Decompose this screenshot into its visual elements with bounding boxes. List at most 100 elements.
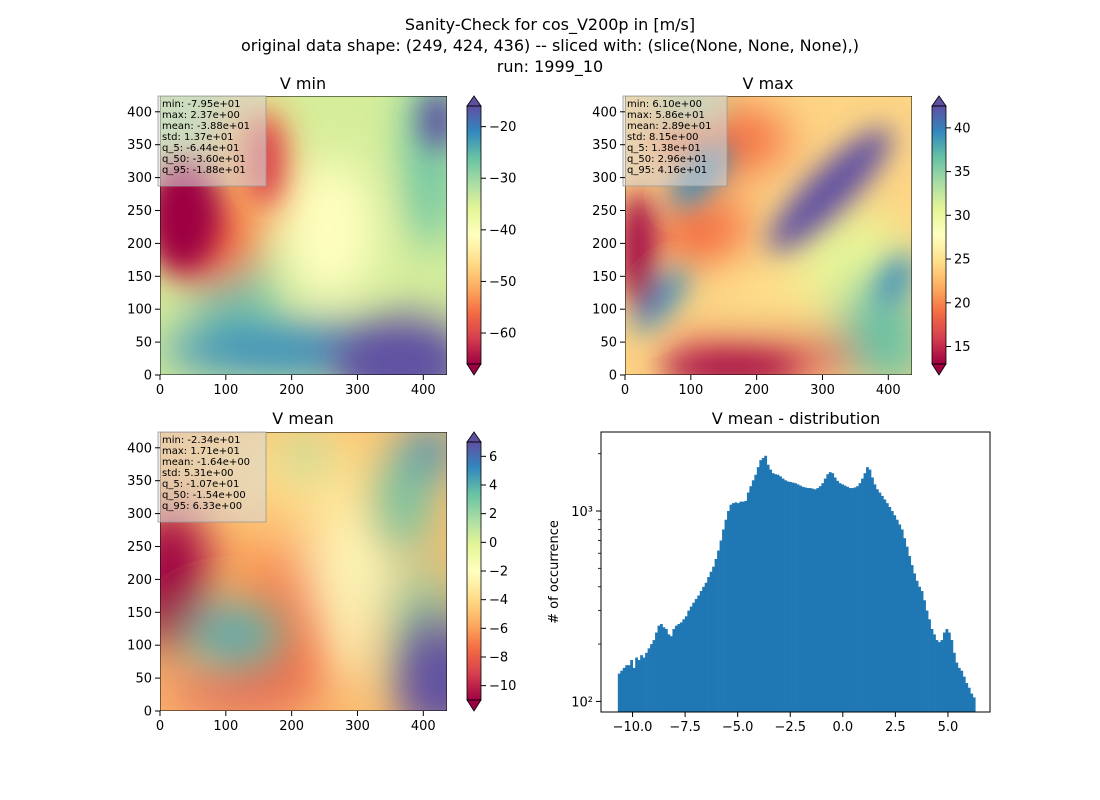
histogram-bar	[831, 473, 835, 712]
x-tick-label: 0	[156, 719, 164, 734]
stats-box: min: -2.34e+01 max: 1.71e+01 mean: -1.64…	[157, 431, 267, 523]
histogram-bar	[801, 486, 805, 712]
stat-line: mean: -3.88e+01	[162, 121, 250, 132]
y-tick-label: 350	[592, 138, 617, 153]
y-tick-label: 250	[127, 204, 152, 219]
x-tick-label: 400	[876, 383, 901, 398]
stat-line: q_95: 4.16e+01	[627, 165, 707, 176]
histogram-bar	[923, 600, 926, 712]
x-tick-label: −10.0	[613, 720, 653, 735]
y-tick-label: 300	[127, 507, 152, 522]
histogram-bars	[617, 455, 976, 712]
histogram-bar	[967, 687, 971, 712]
histogram-bar	[903, 538, 907, 712]
stat-line: q_50: 2.96e+01	[627, 154, 707, 165]
y-tick-label: 200	[592, 237, 617, 252]
histogram-bar	[630, 660, 634, 712]
histogram-bar	[669, 636, 673, 712]
y-tick-label: 200	[127, 237, 152, 252]
histogram-bar	[888, 506, 892, 712]
histogram-bar	[687, 610, 691, 712]
histogram-bar	[776, 474, 780, 712]
y-tick-label: 150	[592, 270, 617, 285]
histogram-bar	[635, 657, 638, 712]
x-tick-label: 300	[810, 383, 835, 398]
stat-line: q_95: 6.33e+00	[162, 501, 242, 512]
stats-box: min: -7.95e+01 max: 2.37e+00 mean: -3.88…	[157, 95, 267, 187]
x-tick-label: −5.0	[722, 720, 754, 735]
x-tick-label: 0.0	[832, 720, 853, 735]
histogram-bar	[652, 640, 656, 712]
y-axis: 0 50 100 150 200 250 300 350 400	[592, 105, 625, 384]
histogram-bar	[625, 665, 629, 712]
y-tick-label: 250	[592, 204, 617, 219]
histogram-bar	[722, 529, 725, 712]
histogram-bar	[846, 486, 849, 712]
histogram-bar	[689, 606, 693, 712]
histogram-bar	[828, 472, 832, 712]
stats-box: min: 6.10e+00 max: 5.86e+01 mean: 2.89e+…	[622, 95, 728, 187]
y-tick-label: 400	[592, 105, 617, 120]
histogram-bar	[791, 482, 795, 712]
histogram-bar	[925, 610, 929, 712]
stat-line: q_95: -1.88e+01	[162, 165, 246, 176]
histogram-bar	[724, 519, 728, 712]
stat-line: mean: -1.64e+00	[162, 457, 250, 468]
stat-line: q_50: -3.60e+01	[162, 154, 246, 165]
histogram-bar	[866, 467, 869, 712]
histogram-bar	[858, 483, 862, 712]
histogram-bar	[950, 640, 954, 712]
histogram-bar	[960, 670, 964, 712]
histogram-bar	[667, 634, 671, 712]
heatmap-image	[160, 432, 447, 711]
histogram-bar	[898, 524, 902, 712]
colorbar-tick-label: −6	[489, 622, 508, 637]
stat-line: q_5: -6.44e+01	[162, 143, 239, 154]
y-tick-label: 0	[144, 369, 152, 384]
y-tick-label: 50	[600, 336, 617, 351]
histogram-bar	[756, 467, 760, 712]
histogram-bar	[732, 503, 735, 712]
x-axis: 0 100 200 300 400	[621, 375, 901, 398]
colorbar-tick-label: −8	[489, 651, 508, 666]
stat-line: q_50: -1.54e+00	[162, 490, 246, 501]
histogram-bar	[821, 483, 825, 712]
panel-v-mean-distribution: V mean - distribution −10.0 −7.5 −5.0 −2.5 0…	[547, 409, 991, 735]
stat-line: max: 1.71e+01	[162, 446, 240, 457]
histogram-bar	[622, 667, 626, 712]
colorbar-tick-label: 25	[954, 253, 971, 268]
x-tick-label: −2.5	[774, 720, 806, 735]
histogram-bar	[918, 586, 921, 712]
panel-title: V min	[280, 74, 326, 93]
histogram-bar	[823, 478, 827, 712]
histogram-bar	[739, 501, 743, 712]
histogram-bar	[620, 670, 624, 712]
x-tick-label: 300	[345, 719, 370, 734]
stat-line: max: 2.37e+00	[162, 110, 240, 121]
colorbar-tick-label: 4	[489, 479, 497, 494]
histogram-bar	[662, 627, 666, 712]
histogram-bar	[627, 665, 631, 712]
histogram-bar	[717, 550, 720, 712]
y-tick-label: 200	[127, 573, 152, 588]
panel-title: V mean - distribution	[712, 409, 881, 428]
colorbar-ticks: 15 20 25 30 35 40	[946, 121, 971, 355]
colorbar-tick-label: −4	[489, 593, 508, 608]
histogram-bar	[699, 591, 703, 712]
histogram-bar	[880, 495, 884, 712]
histogram-bar	[769, 469, 773, 712]
colorbar-tick-label: 15	[954, 340, 971, 355]
histogram-bar	[766, 464, 770, 712]
x-tick-label: 400	[411, 719, 436, 734]
colorbar-tick-label: −30	[489, 172, 516, 187]
histogram-bar	[794, 483, 797, 712]
histogram-bar	[945, 629, 949, 712]
x-tick-label: 100	[213, 383, 238, 398]
histogram-bar	[930, 629, 934, 712]
y-tick-label: 10²	[571, 695, 593, 710]
histogram-bar	[856, 486, 859, 712]
histogram-bar	[816, 488, 820, 712]
histogram-bar	[915, 580, 919, 712]
stat-line: max: 5.86e+01	[627, 110, 705, 121]
histogram-bar	[962, 676, 966, 712]
